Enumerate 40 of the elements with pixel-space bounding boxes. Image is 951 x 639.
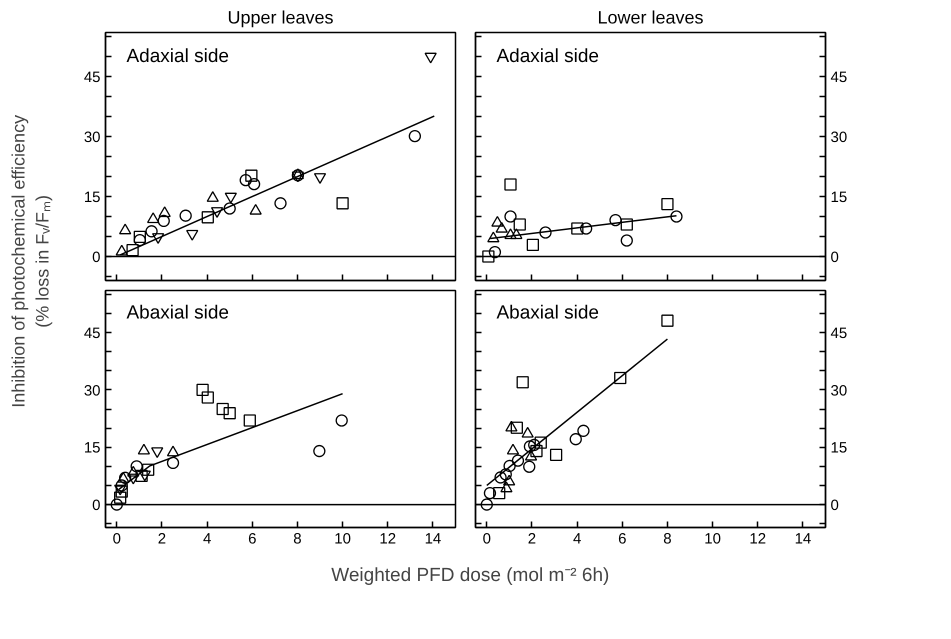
chart-title: Upper leaves: [227, 8, 334, 28]
x-tick-label: 0: [482, 530, 491, 548]
x-tick-label: 14: [424, 530, 442, 548]
x-tick-label: 12: [749, 530, 766, 548]
x-tick-label: 12: [379, 530, 396, 548]
annotation: Adaxial side: [126, 46, 229, 68]
x-tick-label: 2: [158, 530, 166, 548]
y-tick-label: 30: [830, 382, 848, 400]
y-tick-label: 30: [84, 129, 101, 146]
chart-title: Lower leaves: [597, 8, 704, 28]
x-tick-label: 10: [334, 530, 351, 548]
x-tick-label: 4: [572, 530, 582, 548]
y-tick-label: 0: [830, 249, 839, 266]
y-tick-label: 0: [92, 249, 100, 266]
annotation: Adaxial side: [496, 46, 599, 68]
x-axis-title: Weighted PFD dose (mol m⁻² 6h): [331, 565, 610, 586]
y-tick-label: 15: [830, 440, 848, 457]
y-tick-label: 15: [84, 440, 101, 457]
x-tick-label: 10: [704, 530, 721, 548]
y-tick-label: 45: [830, 325, 848, 342]
x-tick-label: 8: [663, 530, 672, 548]
y-tick-label: 45: [84, 325, 101, 342]
x-tick-label: 4: [202, 530, 212, 548]
y-tick-label: 45: [830, 69, 848, 86]
x-tick-label: 6: [248, 530, 256, 548]
y-tick-label: 30: [830, 129, 848, 146]
y-axis-title: Inhibition of photochemical efficiency (% loss in Fᵥ/Fₘ): [8, 114, 52, 408]
y-tick-label: 15: [84, 189, 101, 206]
annotation: Abaxial side: [126, 302, 229, 324]
x-tick-label: 8: [293, 530, 302, 548]
y-tick-label: 30: [84, 382, 101, 400]
y-tick-label: 45: [84, 69, 101, 86]
y-tick-label: 15: [830, 189, 848, 206]
x-tick-label: 2: [528, 530, 536, 548]
annotation: Abaxial side: [496, 302, 599, 324]
x-tick-label: 14: [794, 530, 812, 548]
x-tick-label: 6: [618, 530, 626, 548]
y-tick-label: 0: [830, 497, 839, 514]
x-tick-label: 0: [112, 530, 121, 548]
y-tick-label: 0: [92, 497, 100, 514]
